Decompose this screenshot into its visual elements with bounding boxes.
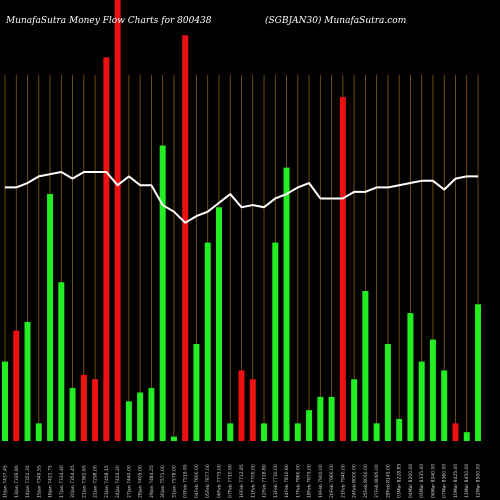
inflow-bar xyxy=(317,396,324,441)
x-tick-label: 17Feb 7860.00 xyxy=(295,464,301,498)
x-tick-label: 24Feb 8000.00 xyxy=(352,464,358,498)
inflow-bar xyxy=(463,432,470,441)
inflow-bar xyxy=(47,194,54,441)
outflow-bar xyxy=(80,374,87,441)
x-tick-label: 15Jan 7349.55 xyxy=(36,465,42,498)
x-tick-label: 19Feb 7900.00 xyxy=(318,464,324,498)
price-line-path xyxy=(5,170,478,224)
x-tick-label: 23Jan 7458.15 xyxy=(104,465,110,498)
x-tick-label: 06Mar 8340.00 xyxy=(430,464,436,498)
x-tick-label: 06Feb 7775.00 xyxy=(216,464,222,498)
x-tick-label: 27Feb 8095.00 xyxy=(374,464,380,498)
x-tick-label: 05Feb 7677.00 xyxy=(205,464,211,498)
x-tick-label: 28Jan 7405.00 xyxy=(138,465,144,498)
inflow-bar xyxy=(204,242,211,441)
inflow-bar xyxy=(215,207,222,441)
outflow-bar xyxy=(238,370,245,441)
x-tick-label: 04Mar 8200.00 xyxy=(408,464,414,498)
x-tick-label: 20Feb 7960.00 xyxy=(329,464,335,498)
inflow-bar xyxy=(475,304,481,441)
inflow-bar xyxy=(328,396,335,441)
outflow-bar xyxy=(114,0,121,441)
inflow-bar xyxy=(159,145,166,441)
inflow-bar xyxy=(373,423,380,441)
x-axis-ticks: 10Jan 7437.45 13Jan 7339.80 14Jan 7351.35 1… xyxy=(3,464,482,498)
outflow-bar xyxy=(103,57,110,442)
x-tick-label: 11Feb 7700.00 xyxy=(250,464,256,498)
x-tick-label: 11Mar 8450.00 xyxy=(464,464,470,498)
inflow-bar xyxy=(362,291,369,441)
x-tick-label: 22Jan 7298.00 xyxy=(93,465,99,498)
x-tick-label: 28Feb 8145.00 xyxy=(385,464,391,498)
x-tick-label: 07Mar 8360.00 xyxy=(442,464,448,498)
money-flow-bars xyxy=(2,0,481,442)
x-tick-label: 29Jan 7484.25 xyxy=(149,465,155,498)
inflow-bar xyxy=(441,370,448,441)
x-tick-label: 03Mar 8228.85 xyxy=(397,464,403,498)
inflow-bar xyxy=(272,242,279,441)
x-tick-label: 30Jan 7571.00 xyxy=(160,465,166,498)
x-tick-label: 12Mar 8500.00 xyxy=(476,464,482,498)
x-tick-label: 16Jan 7421.75 xyxy=(48,465,54,498)
outflow-bar xyxy=(92,379,99,441)
x-tick-label: 31Jan 7578.00 xyxy=(171,465,177,498)
chart-header-left: MunafaSutra Money Flow Charts for 800438 xyxy=(5,16,212,26)
inflow-bar xyxy=(396,418,403,441)
x-tick-label: 07Feb 7710.90 xyxy=(228,464,234,498)
inflow-bar xyxy=(35,423,42,441)
inflow-bar xyxy=(261,423,268,441)
inflow-bar xyxy=(2,361,8,441)
inflow-bar xyxy=(69,388,76,441)
x-tick-label: 10Feb 7712.85 xyxy=(239,464,245,498)
x-tick-label: 13Jan 7339.80 xyxy=(14,465,20,498)
x-tick-label: 10Jan 7437.45 xyxy=(3,465,9,498)
inflow-bar xyxy=(418,361,425,441)
x-tick-label: 13Feb 7730.00 xyxy=(273,464,279,498)
inflow-bar xyxy=(125,401,132,441)
outflow-bar xyxy=(249,379,256,441)
inflow-bar xyxy=(137,392,144,441)
x-tick-label: 03Feb 7519.95 xyxy=(183,464,189,498)
x-tick-label: 24Jan 7424.20 xyxy=(115,465,121,498)
x-tick-label: 27Jan 7440.00 xyxy=(126,465,132,498)
x-tick-label: 10Mar 8425.00 xyxy=(453,464,459,498)
x-tick-label: 17Jan 7334.40 xyxy=(59,465,65,498)
outflow-bar xyxy=(339,97,346,442)
x-tick-label: 25Feb 8050.00 xyxy=(363,464,369,498)
x-tick-label: 20Jan 7354.45 xyxy=(70,465,76,498)
inflow-bar xyxy=(170,436,177,441)
inflow-bar xyxy=(193,343,200,441)
x-tick-label: 18Feb 7875.00 xyxy=(307,464,313,498)
inflow-bar xyxy=(227,423,234,441)
inflow-bar xyxy=(294,423,301,441)
x-tick-label: 21Feb 7940.00 xyxy=(340,464,346,498)
outflow-bar xyxy=(182,35,189,441)
inflow-bar xyxy=(58,282,65,441)
inflow-bar xyxy=(283,167,290,441)
outflow-bar xyxy=(452,423,459,441)
outflow-bar xyxy=(13,330,20,441)
x-tick-label: 21Jan 7361.65 xyxy=(81,465,87,498)
x-tick-label: 05Mar 8335.00 xyxy=(419,464,425,498)
x-tick-label: 12Feb 7718.80 xyxy=(262,464,268,498)
inflow-bar xyxy=(351,379,358,441)
inflow-bar xyxy=(429,339,436,441)
x-tick-label: 04Feb 7600.00 xyxy=(194,464,200,498)
inflow-bar xyxy=(407,313,414,441)
price-line xyxy=(5,170,478,224)
inflow-bar xyxy=(384,343,391,441)
chart-header-right: (SGBJAN30) MunafaSutra.com xyxy=(265,15,406,26)
x-tick-label: 14Jan 7351.35 xyxy=(25,465,31,498)
inflow-bar xyxy=(148,388,155,441)
x-tick-label: 14Feb 7810.60 xyxy=(284,464,290,498)
inflow-bar xyxy=(24,321,31,441)
inflow-bar xyxy=(306,410,313,441)
